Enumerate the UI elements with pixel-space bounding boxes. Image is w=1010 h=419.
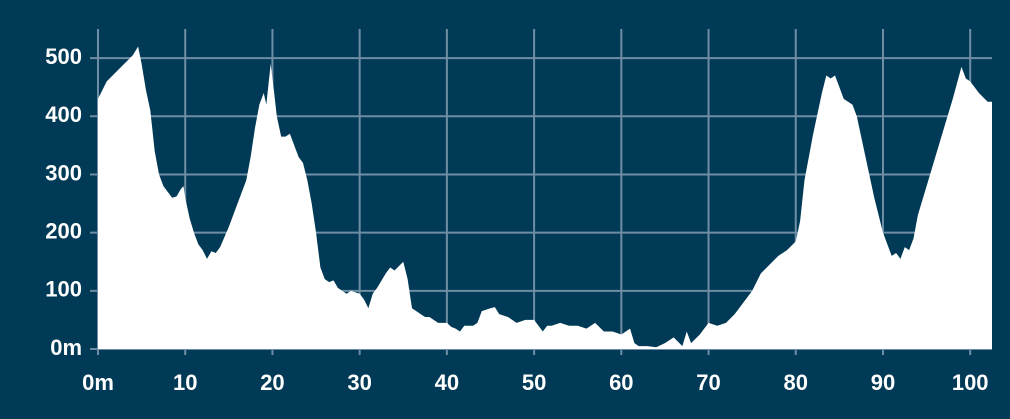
x-tick-label: 0m [82,370,114,395]
x-tick-label: 90 [871,370,895,395]
x-tick-label: 60 [609,370,633,395]
y-tick-label: 300 [45,160,82,185]
x-tick-label: 30 [347,370,371,395]
y-tick-label: 200 [45,218,82,243]
y-tick-label: 400 [45,102,82,127]
elevation-area [98,46,992,349]
x-tick-label: 10 [173,370,197,395]
x-tick-label: 50 [522,370,546,395]
x-tick-label: 100 [952,370,989,395]
x-tick-label: 40 [435,370,459,395]
x-tick-label: 80 [784,370,808,395]
x-tick-label: 20 [260,370,284,395]
y-tick-label: 0m [50,335,82,360]
y-tick-label: 100 [45,277,82,302]
x-tick-label: 70 [696,370,720,395]
y-tick-label: 500 [45,44,82,69]
